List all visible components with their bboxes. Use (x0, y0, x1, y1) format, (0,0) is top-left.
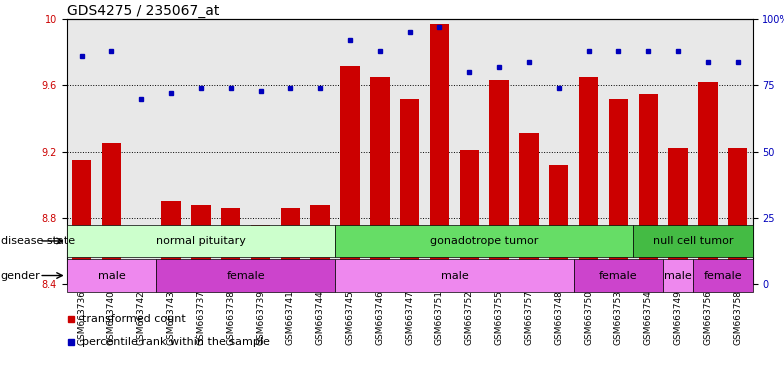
Text: null cell tumor: null cell tumor (653, 236, 733, 246)
Bar (459, 150, 479, 284)
Bar (608, 99, 628, 284)
Text: male: male (441, 270, 468, 281)
Bar (340, 66, 360, 284)
Bar (102, 143, 121, 284)
Text: percentile rank within the sample: percentile rank within the sample (82, 337, 270, 347)
Bar (281, 208, 300, 284)
Bar (549, 165, 568, 284)
Bar (400, 99, 419, 284)
Bar (72, 160, 91, 284)
Bar (728, 148, 747, 284)
Bar (669, 148, 688, 284)
Bar (574, 259, 663, 292)
Text: gender: gender (1, 270, 41, 281)
Bar (191, 205, 211, 284)
Bar (221, 208, 241, 284)
Bar (519, 134, 539, 284)
Text: transformed count: transformed count (82, 314, 186, 324)
Bar (370, 77, 390, 284)
Bar (579, 77, 598, 284)
Text: gonadotrope tumor: gonadotrope tumor (430, 236, 539, 246)
Bar (633, 225, 753, 257)
Text: normal pituitary: normal pituitary (156, 236, 246, 246)
Text: female: female (703, 270, 742, 281)
Bar (693, 259, 753, 292)
Bar (310, 205, 330, 284)
Bar (335, 259, 574, 292)
Bar (67, 225, 335, 257)
Bar (67, 259, 156, 292)
Text: male: male (97, 270, 125, 281)
Bar (162, 201, 181, 284)
Bar (638, 94, 658, 284)
Bar (251, 225, 270, 284)
Bar (132, 273, 151, 284)
Bar (156, 259, 335, 292)
Text: disease state: disease state (1, 236, 75, 246)
Bar (489, 81, 509, 284)
Bar (430, 24, 449, 284)
Text: female: female (599, 270, 637, 281)
Bar (335, 225, 633, 257)
Text: GDS4275 / 235067_at: GDS4275 / 235067_at (67, 4, 219, 18)
Text: male: male (664, 270, 692, 281)
Bar (663, 259, 693, 292)
Bar (699, 82, 717, 284)
Text: female: female (227, 270, 265, 281)
